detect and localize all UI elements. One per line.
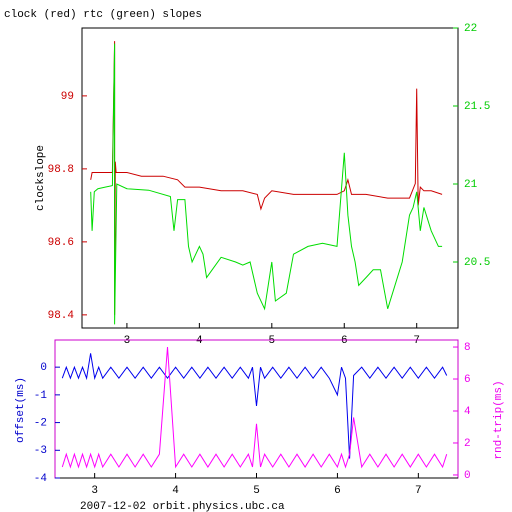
x-tick-label: 7 bbox=[415, 485, 422, 497]
x-tick-label: 5 bbox=[269, 335, 276, 347]
x-tick-label: 6 bbox=[334, 485, 341, 497]
x-tick-label: 5 bbox=[253, 485, 260, 497]
y-tick-label: -2 bbox=[34, 417, 47, 429]
y2-tick-label: 21 bbox=[464, 179, 478, 191]
y-tick-label: 0 bbox=[40, 362, 47, 374]
y-tick-label: -4 bbox=[34, 473, 48, 485]
y2-tick-label: 8 bbox=[464, 342, 471, 354]
y2-tick-label: 21.5 bbox=[464, 101, 490, 113]
series-line bbox=[61, 346, 448, 469]
x-tick-label: 6 bbox=[341, 335, 348, 347]
footer: 2007-12-02 orbit.physics.ubc.ca bbox=[80, 501, 285, 512]
y-tick-label: -1 bbox=[34, 390, 48, 402]
y2-tick-label: 2 bbox=[464, 438, 471, 450]
y2-tick-label: 22 bbox=[464, 23, 477, 35]
x-tick-label: 4 bbox=[172, 485, 179, 497]
y-tick-label: 99 bbox=[61, 91, 74, 103]
y2-axis-label: rnd-trip(ms) bbox=[493, 380, 505, 459]
series-line bbox=[90, 43, 443, 325]
y-tick-label: 98.8 bbox=[48, 164, 74, 176]
y2-tick-label: 0 bbox=[464, 470, 471, 482]
y-axis-label: clockslope bbox=[35, 145, 47, 211]
x-tick-label: 4 bbox=[196, 335, 203, 347]
x-tick-label: 3 bbox=[124, 335, 131, 347]
x-tick-label: 3 bbox=[91, 485, 98, 497]
series-line bbox=[61, 353, 448, 459]
y-tick-label: 98.4 bbox=[48, 310, 75, 322]
x-tick-label: 7 bbox=[413, 335, 420, 347]
y2-tick-label: 4 bbox=[464, 406, 471, 418]
chart-title: clock (red) rtc (green) slopes bbox=[4, 9, 202, 21]
y-tick-label: 98.6 bbox=[48, 237, 74, 249]
y2-tick-label: 6 bbox=[464, 374, 471, 386]
y2-tick-label: 20.5 bbox=[464, 257, 490, 269]
y-axis-label: offset(ms) bbox=[15, 377, 27, 443]
y-tick-label: -3 bbox=[34, 445, 47, 457]
